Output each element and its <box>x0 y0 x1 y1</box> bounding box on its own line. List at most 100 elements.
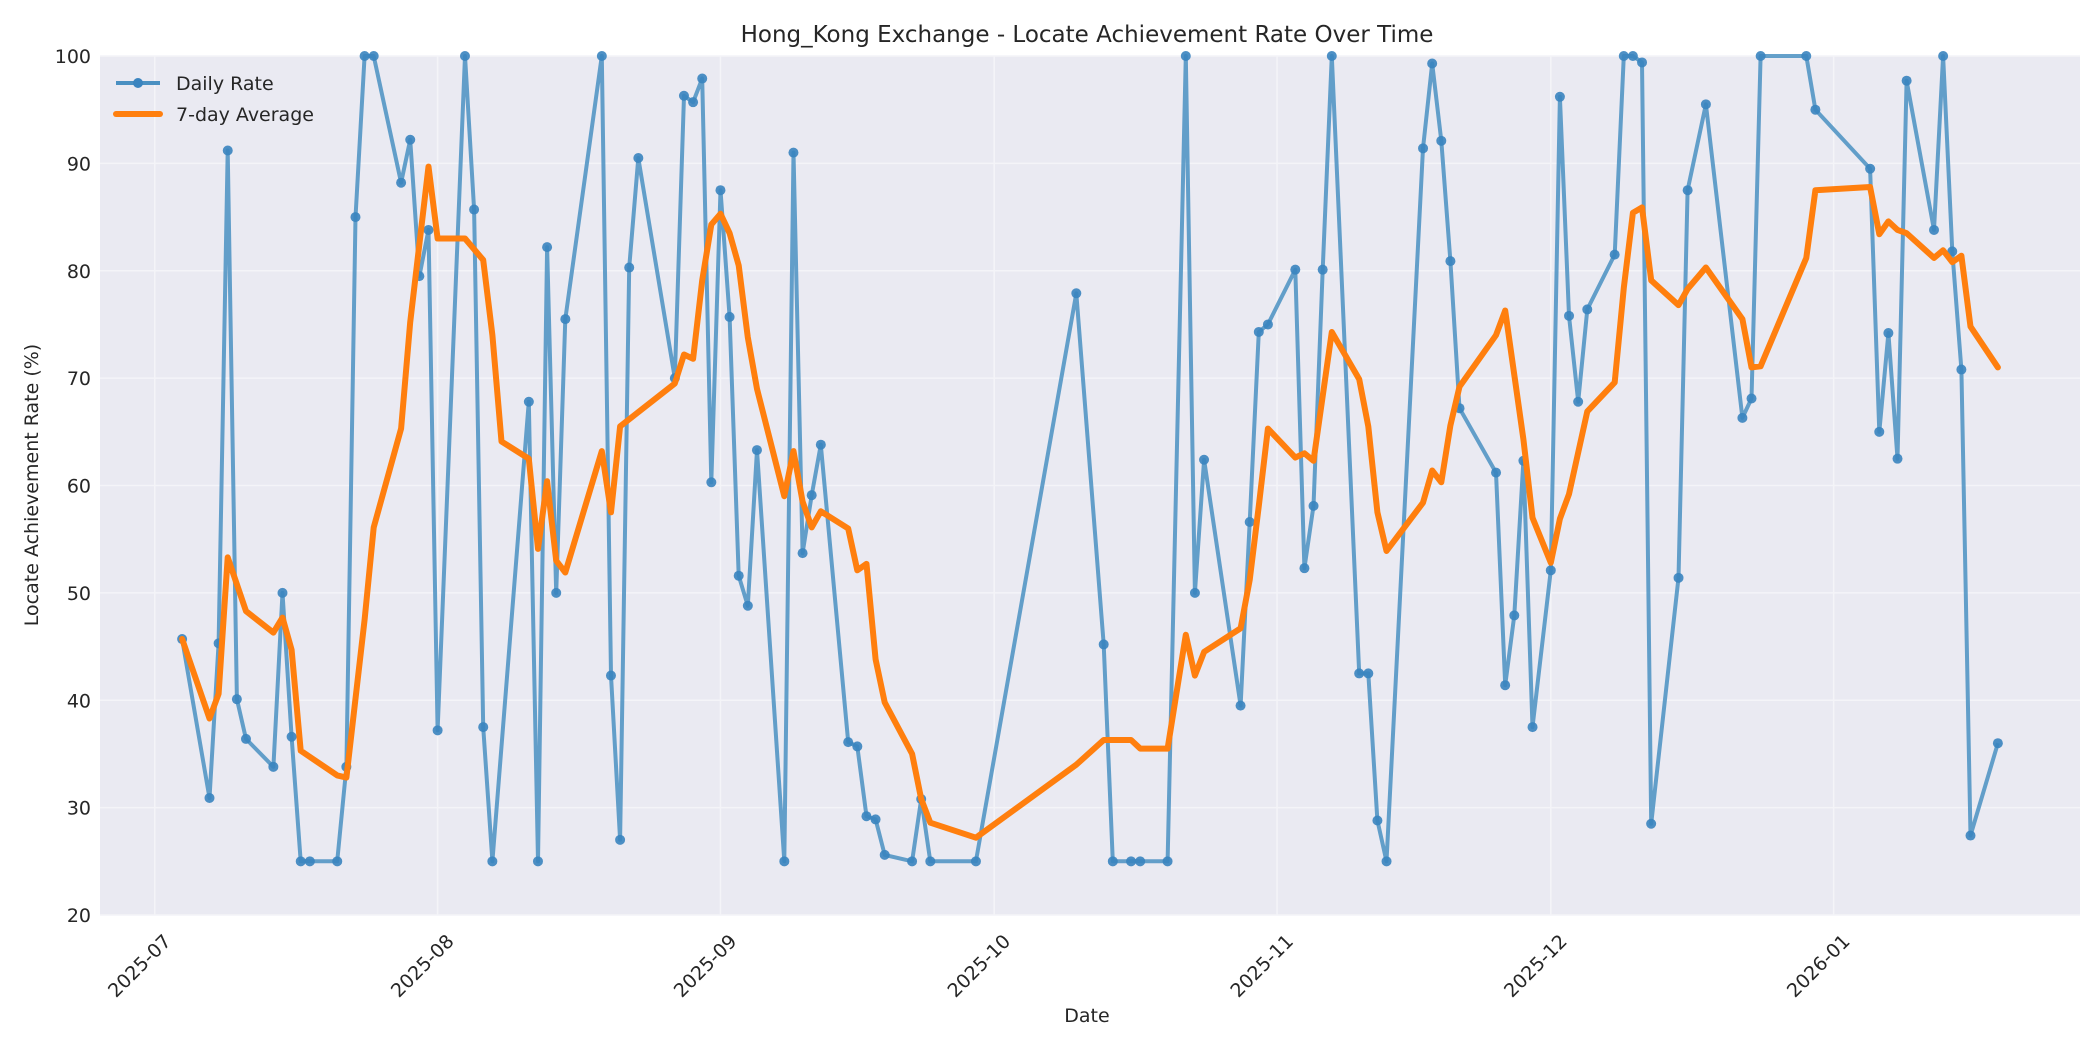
daily-rate-point[interactable] <box>1500 680 1511 691</box>
daily-rate-point[interactable] <box>1801 51 1812 61</box>
daily-rate-point[interactable] <box>1646 818 1657 829</box>
legend-item-7day-average[interactable]: 7-day Average <box>113 104 314 126</box>
daily-rate-point[interactable] <box>624 262 635 273</box>
daily-rate-point[interactable] <box>1901 75 1912 86</box>
daily-rate-point[interactable] <box>1810 104 1821 115</box>
daily-rate-point[interactable] <box>1126 856 1137 867</box>
daily-rate-point[interactable] <box>1755 51 1766 61</box>
daily-rate-point[interactable] <box>970 856 981 867</box>
daily-rate-point[interactable] <box>1445 256 1456 267</box>
daily-rate-point[interactable] <box>222 145 233 156</box>
daily-rate-point[interactable] <box>286 731 297 742</box>
daily-rate-point[interactable] <box>1673 572 1684 583</box>
daily-rate-point[interactable] <box>1582 304 1593 315</box>
daily-rate-point[interactable] <box>788 147 799 158</box>
daily-rate-point[interactable] <box>204 792 215 803</box>
daily-rate-point[interactable] <box>1135 856 1146 867</box>
daily-rate-point[interactable] <box>1892 453 1903 464</box>
daily-rate-point[interactable] <box>870 814 881 825</box>
daily-rate-point[interactable] <box>459 51 470 61</box>
daily-rate-point[interactable] <box>1609 249 1620 260</box>
daily-rate-point[interactable] <box>678 90 689 101</box>
daily-rate-point[interactable] <box>368 51 379 61</box>
daily-rate-point[interactable] <box>1965 830 1976 841</box>
daily-rate-point[interactable] <box>806 490 817 501</box>
daily-rate-point[interactable] <box>1235 700 1246 711</box>
daily-rate-point[interactable] <box>706 477 717 488</box>
daily-rate-point[interactable] <box>1317 264 1328 275</box>
daily-rate-point[interactable] <box>596 51 607 61</box>
daily-rate-point[interactable] <box>1199 454 1210 465</box>
daily-rate-point[interactable] <box>797 548 808 559</box>
daily-rate-point[interactable] <box>1299 563 1310 574</box>
daily-rate-point[interactable] <box>1618 51 1629 61</box>
daily-rate-point[interactable] <box>1682 185 1693 196</box>
daily-rate-point[interactable] <box>359 51 370 61</box>
daily-rate-point[interactable] <box>1865 163 1876 174</box>
daily-rate-point[interactable] <box>1326 51 1337 61</box>
daily-rate-point[interactable] <box>1253 326 1264 337</box>
daily-rate-point[interactable] <box>277 587 288 598</box>
daily-rate-point[interactable] <box>815 439 826 450</box>
daily-rate-point[interactable] <box>1545 565 1556 576</box>
daily-rate-point[interactable] <box>478 722 489 733</box>
daily-rate-point[interactable] <box>268 761 279 772</box>
daily-rate-point[interactable] <box>1637 57 1648 68</box>
daily-rate-point[interactable] <box>1363 668 1374 679</box>
daily-rate-point[interactable] <box>615 834 626 845</box>
daily-rate-point[interactable] <box>1947 246 1958 257</box>
daily-rate-point[interactable] <box>715 185 726 196</box>
daily-rate-point[interactable] <box>1418 143 1429 154</box>
daily-rate-point[interactable] <box>1746 393 1757 404</box>
daily-rate-point[interactable] <box>1874 426 1885 437</box>
daily-rate-point[interactable] <box>1189 587 1200 598</box>
daily-rate-point[interactable] <box>1427 58 1438 69</box>
daily-rate-point[interactable] <box>487 856 498 867</box>
daily-rate-point[interactable] <box>605 670 616 681</box>
daily-rate-point[interactable] <box>405 134 416 145</box>
daily-rate-point[interactable] <box>779 856 790 867</box>
daily-rate-point[interactable] <box>1737 412 1748 423</box>
daily-rate-point[interactable] <box>423 224 434 235</box>
daily-rate-point[interactable] <box>688 97 699 108</box>
daily-rate-point[interactable] <box>1290 264 1301 275</box>
daily-rate-point[interactable] <box>1244 517 1255 528</box>
daily-rate-point[interactable] <box>523 396 534 407</box>
daily-rate-point[interactable] <box>332 856 343 867</box>
daily-rate-point[interactable] <box>1098 639 1109 650</box>
daily-rate-point[interactable] <box>843 737 854 748</box>
daily-rate-point[interactable] <box>304 856 315 867</box>
daily-rate-point[interactable] <box>1308 500 1319 511</box>
daily-rate-point[interactable] <box>1938 51 1949 61</box>
legend-item-daily-rate[interactable]: Daily Rate <box>116 73 274 95</box>
daily-rate-point[interactable] <box>861 811 872 822</box>
daily-rate-point[interactable] <box>852 741 863 752</box>
daily-rate-point[interactable] <box>1372 815 1383 826</box>
daily-rate-point[interactable] <box>1162 856 1173 867</box>
daily-rate-point[interactable] <box>1180 51 1191 61</box>
daily-rate-point[interactable] <box>907 856 918 867</box>
daily-rate-point[interactable] <box>733 570 744 581</box>
daily-rate-point[interactable] <box>751 445 762 456</box>
daily-rate-point[interactable] <box>925 856 936 867</box>
daily-rate-point[interactable] <box>1627 51 1638 61</box>
daily-rate-point[interactable] <box>1564 310 1575 321</box>
daily-rate-point[interactable] <box>1956 364 1967 375</box>
daily-rate-point[interactable] <box>1381 856 1392 867</box>
daily-rate-point[interactable] <box>1262 319 1273 330</box>
daily-rate-point[interactable] <box>295 856 306 867</box>
daily-rate-point[interactable] <box>1992 738 2003 749</box>
daily-rate-point[interactable] <box>1700 99 1711 110</box>
daily-rate-point[interactable] <box>1573 396 1584 407</box>
daily-rate-point[interactable] <box>560 314 571 325</box>
daily-rate-point[interactable] <box>532 856 543 867</box>
daily-rate-point[interactable] <box>551 587 562 598</box>
daily-rate-point[interactable] <box>633 153 644 164</box>
daily-rate-point[interactable] <box>1354 668 1365 679</box>
daily-rate-point[interactable] <box>1071 288 1082 299</box>
daily-rate-point[interactable] <box>432 725 443 736</box>
daily-rate-point[interactable] <box>469 204 480 215</box>
daily-rate-point[interactable] <box>1929 224 1940 235</box>
daily-rate-point[interactable] <box>1883 328 1894 339</box>
daily-rate-point[interactable] <box>1491 467 1502 478</box>
